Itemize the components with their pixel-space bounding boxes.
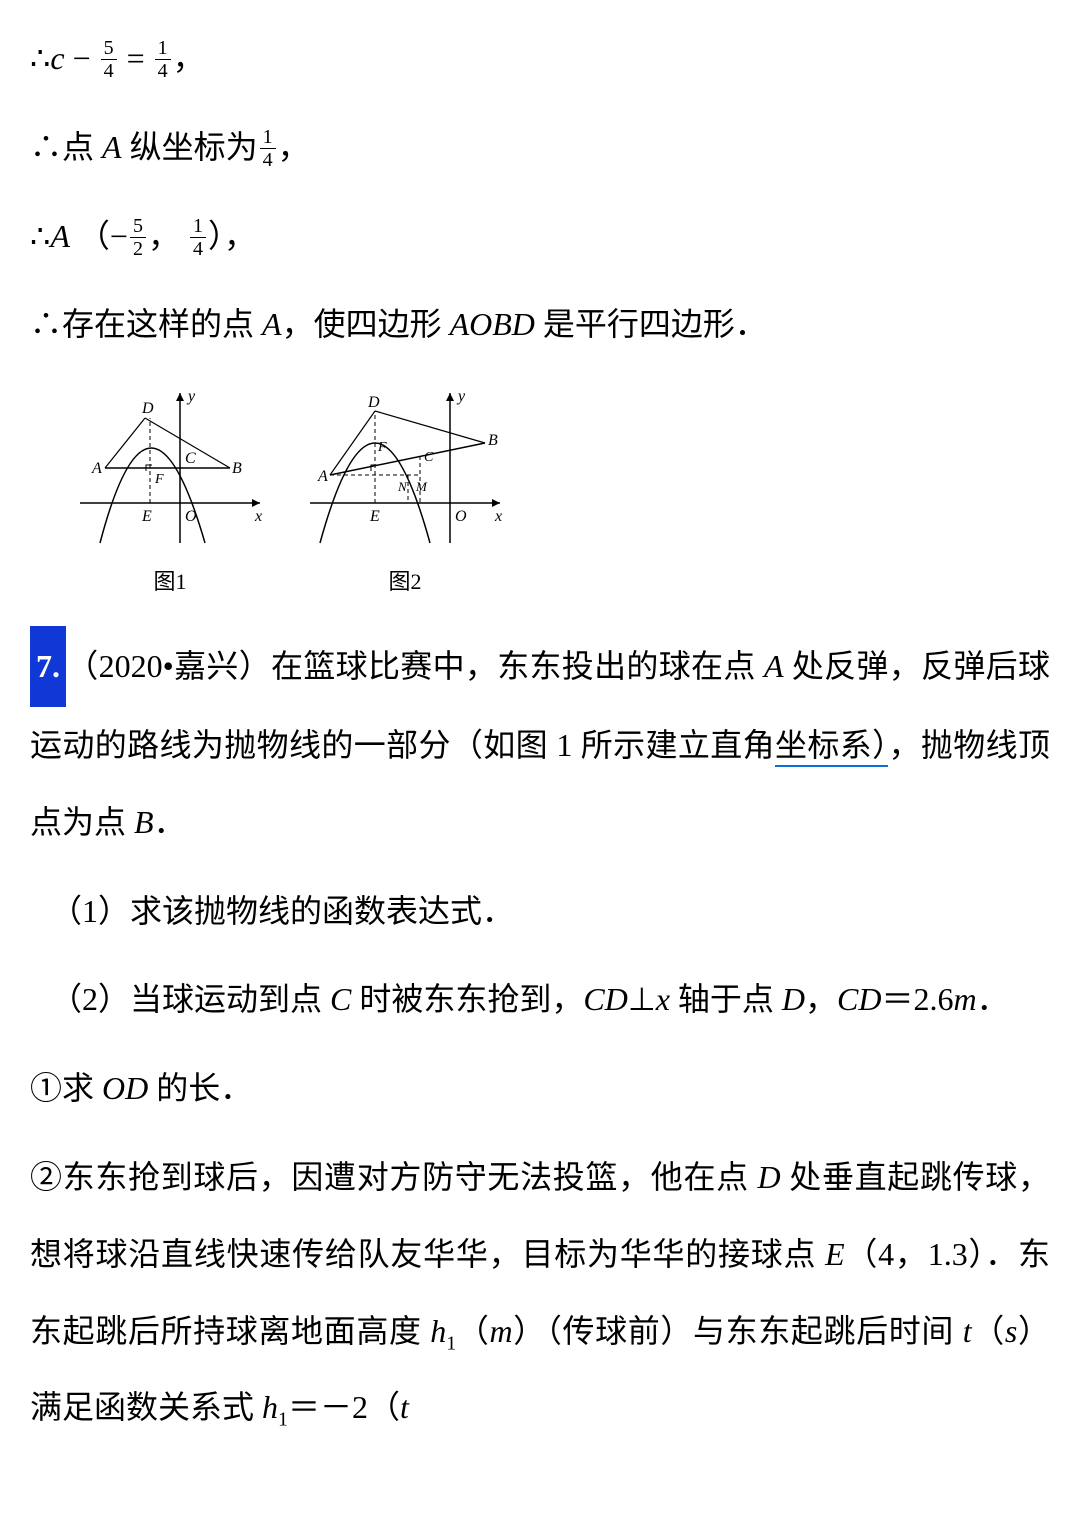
source: （2020•嘉兴） — [66, 648, 271, 684]
text: 时被东东抢到， — [351, 981, 583, 1017]
var-s: s — [1005, 1313, 1017, 1349]
y-label: y — [456, 388, 466, 405]
var-D: D — [782, 981, 805, 1017]
underlined-text: 坐标系） — [775, 727, 889, 767]
graph-1-svg: y x O D E A B C F — [70, 383, 270, 553]
fraction-5-4: 54 — [101, 37, 117, 82]
text: ①求 — [30, 1070, 102, 1106]
comma: ， — [148, 218, 180, 254]
proof-line-1: ∴c − 54 = 14， — [30, 20, 1050, 97]
question-intro: 7.（2020•嘉兴）在篮球比赛中，东东投出的球在点 A 处反弹，反弹后球运动的… — [30, 626, 1050, 860]
var-t2: t — [400, 1389, 409, 1425]
pt-C: C — [424, 450, 434, 465]
var-t: t — [963, 1313, 972, 1349]
var-A: A — [50, 218, 70, 254]
text: ∴存在这样的点 — [30, 306, 262, 342]
fraction-5-2: 52 — [130, 215, 146, 260]
pt-C: C — [185, 450, 196, 467]
comma: ， — [173, 40, 205, 76]
pt-B: B — [232, 460, 242, 477]
var-D: D — [757, 1159, 780, 1195]
pt-N: N — [397, 479, 408, 494]
pt-D: D — [141, 400, 154, 417]
op-minus: − — [65, 40, 99, 76]
text: ． — [977, 981, 1009, 1017]
therefore: ∴ — [30, 40, 50, 76]
text: ∴点 — [30, 129, 102, 165]
pt-A: A — [317, 468, 328, 485]
var-c: c — [50, 40, 64, 76]
x-label: x — [494, 508, 502, 525]
var-C: C — [330, 981, 351, 1017]
sub-1: ①求 OD 的长． — [30, 1050, 1050, 1127]
var-A: A — [262, 306, 282, 342]
pt-E: E — [141, 508, 152, 525]
perp: ⊥ — [628, 981, 656, 1017]
fraction-1-4: 14 — [155, 37, 171, 82]
var-CD: CD — [837, 981, 881, 1017]
text: ． — [154, 804, 186, 840]
var-A: A — [102, 129, 122, 165]
text: 是平行四边形． — [535, 306, 767, 342]
pt-D: D — [367, 394, 380, 411]
text: ＝－2（ — [288, 1389, 400, 1425]
var-CD: CD — [583, 981, 627, 1017]
fraction-1-4b: 14 — [260, 126, 276, 171]
var-h1b: h — [262, 1389, 278, 1425]
var-OD: OD — [102, 1070, 148, 1106]
pt-F: F — [377, 440, 387, 455]
origin-label: O — [455, 508, 467, 525]
x-label: x — [254, 508, 262, 525]
y-label: y — [186, 388, 196, 405]
text: （2）当球运动到点 — [50, 981, 330, 1017]
proof-line-2: ∴点 A 纵坐标为14， — [30, 109, 1050, 186]
figure-2: y x O D E A B F C N M 图2 — [300, 383, 510, 596]
figure-row: y x O D E A B C F 图1 y x O — [70, 383, 1050, 596]
sub-1b: 1 — [278, 1409, 288, 1431]
therefore: ∴ — [30, 218, 50, 254]
var-h1: h — [430, 1313, 446, 1349]
part-2: （2）当球运动到点 C 时被东东抢到，CD⊥x 轴于点 D，CD＝2.6m． — [30, 961, 1050, 1038]
text: ②东东抢到球后，因遭对方防守无法投篮，他在点 — [30, 1159, 757, 1195]
equals: = — [119, 40, 153, 76]
var-m: m — [489, 1313, 512, 1349]
text: （ — [456, 1313, 489, 1349]
figure-1-caption: 图1 — [70, 564, 270, 596]
paren-open: （− — [78, 218, 128, 254]
var-A: A — [764, 648, 784, 684]
fraction-1-4c: 14 — [190, 215, 206, 260]
sub-1: 1 — [446, 1332, 456, 1354]
text: 纵坐标为 — [122, 129, 258, 165]
text: 的长． — [148, 1070, 252, 1106]
text: ）（传球前）与东东起跳后时间 — [513, 1313, 963, 1349]
var-x: x — [656, 981, 670, 1017]
text: ＝2.6 — [882, 981, 954, 1017]
text: ， — [805, 981, 837, 1017]
comma: ， — [278, 129, 310, 165]
pt-B: B — [488, 432, 498, 449]
text: 在篮球比赛中，东东投出的球在点 — [271, 648, 764, 684]
part-1: （1）求该抛物线的函数表达式． — [30, 873, 1050, 950]
text: ，使四边形 — [282, 306, 450, 342]
paren-close: ）， — [208, 218, 256, 254]
var-B: B — [134, 804, 154, 840]
proof-line-3: ∴A （−52， 14）， — [30, 198, 1050, 275]
sub-2: ②东东抢到球后，因遭对方防守无法投篮，他在点 D 处垂直起跳传球，想将球沿直线快… — [30, 1139, 1050, 1446]
text: 轴于点 — [670, 981, 782, 1017]
pt-A: A — [91, 460, 102, 477]
text: （ — [972, 1313, 1005, 1349]
pt-E: E — [369, 508, 380, 525]
text: （1）求该抛物线的函数表达式． — [50, 893, 514, 929]
pt-M: M — [415, 479, 428, 494]
graph-2-svg: y x O D E A B F C N M — [300, 383, 510, 553]
figure-1: y x O D E A B C F 图1 — [70, 383, 270, 596]
question-number: 7. — [30, 626, 66, 707]
proof-line-4: ∴存在这样的点 A，使四边形 AOBD 是平行四边形． — [30, 286, 1050, 363]
pt-F: F — [154, 472, 164, 487]
var-E: E — [825, 1236, 845, 1272]
shape-AOBD: AOBD — [450, 306, 535, 342]
var-m: m — [954, 981, 977, 1017]
figure-2-caption: 图2 — [300, 564, 510, 596]
